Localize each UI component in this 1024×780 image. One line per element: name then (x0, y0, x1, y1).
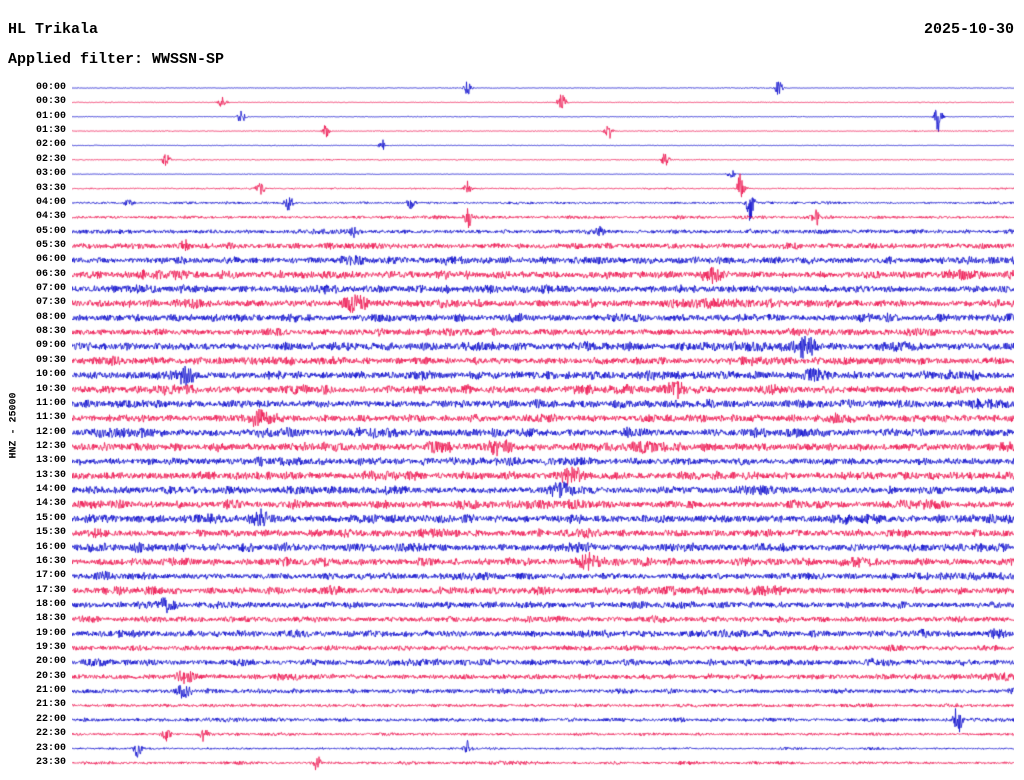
time-label: 06:30 (35, 268, 66, 280)
time-label: 19:00 (35, 627, 66, 639)
time-label: 04:00 (35, 196, 66, 208)
time-label: 14:30 (35, 498, 66, 510)
time-label: 11:00 (35, 397, 66, 409)
date-label: 2025-10-30 (923, 21, 1014, 38)
time-label: 03:30 (35, 182, 66, 194)
channel-axis-label: HNZ - 25000 (8, 392, 20, 459)
time-label: 10:00 (35, 369, 66, 381)
time-label: 17:00 (35, 570, 66, 582)
time-label: 00:00 (35, 82, 66, 93)
time-label: 03:00 (35, 168, 66, 180)
time-label: 07:30 (35, 297, 66, 309)
time-label: 07:00 (35, 283, 66, 295)
time-label: 00:30 (35, 96, 66, 108)
time-label: 05:30 (35, 239, 66, 251)
time-label: 09:00 (35, 340, 66, 352)
time-label: 04:30 (35, 211, 66, 223)
time-label: 13:00 (35, 455, 66, 467)
time-label: 20:00 (35, 656, 66, 668)
seismogram-canvas (72, 78, 1014, 780)
time-label: 17:30 (35, 584, 66, 596)
time-label: 08:00 (35, 311, 66, 323)
time-label: 12:30 (35, 441, 66, 452)
time-label: 02:30 (35, 153, 66, 165)
time-label: 15:30 (35, 527, 66, 539)
time-label: 11:30 (35, 412, 66, 424)
time-label: 05:00 (35, 225, 66, 237)
time-label: 21:00 (35, 685, 66, 697)
time-label: 22:00 (35, 713, 66, 725)
time-label: 14:00 (35, 484, 66, 496)
time-labels: 00:00 00:30 01:00 01:30 02:00 02:30 03:00 03:30… (30, 78, 66, 780)
time-label: 13:30 (35, 469, 66, 481)
time-label: 08:30 (35, 326, 66, 338)
time-label: 09:30 (35, 354, 66, 366)
time-label: 23:30 (35, 756, 66, 768)
time-label: 20:30 (35, 670, 66, 682)
time-label: 06:00 (35, 254, 66, 266)
time-label: 01:30 (35, 125, 66, 137)
time-label: 22:30 (35, 728, 66, 740)
time-label: 02:00 (35, 139, 66, 151)
time-label: 18:30 (35, 613, 66, 625)
time-label: 10:30 (35, 383, 66, 395)
time-label: 18:00 (35, 598, 66, 610)
time-label: 01:00 (35, 110, 66, 122)
time-label: 16:00 (35, 541, 66, 553)
applied-filter-label: Applied filter: WWSSN-SP (8, 51, 225, 68)
time-label: 12:00 (35, 426, 66, 438)
station-title: HL Trikala (8, 21, 99, 38)
time-label: 19:30 (35, 642, 66, 654)
time-label: 16:30 (35, 555, 66, 567)
time-label: 15:00 (35, 512, 66, 524)
time-label: 23:00 (35, 742, 66, 754)
time-label: 21:30 (35, 699, 66, 711)
